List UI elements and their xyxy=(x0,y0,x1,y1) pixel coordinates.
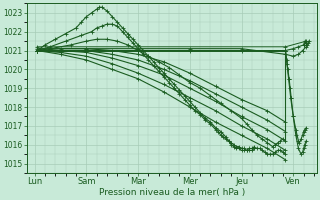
X-axis label: Pression niveau de la mer( hPa ): Pression niveau de la mer( hPa ) xyxy=(99,188,245,197)
